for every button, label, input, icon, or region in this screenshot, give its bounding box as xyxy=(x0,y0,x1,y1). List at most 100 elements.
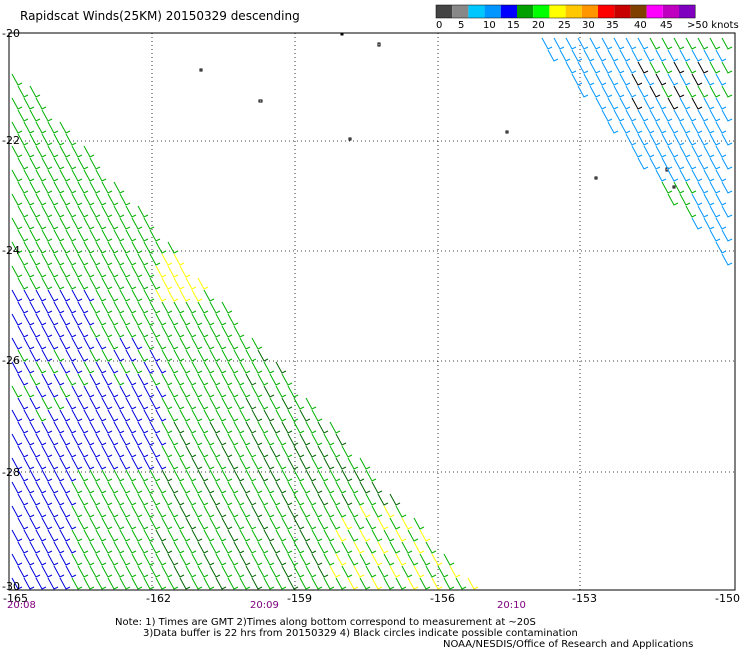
legend-label: 25 xyxy=(558,20,571,31)
wind-barb xyxy=(47,145,59,158)
wind-barb xyxy=(155,577,167,590)
wind-barb xyxy=(371,529,383,542)
wind-barb xyxy=(371,481,383,494)
wind-barb xyxy=(41,229,53,242)
wind-barb xyxy=(71,409,83,422)
wind-barb xyxy=(167,361,179,374)
wind-barb xyxy=(11,337,23,350)
wind-barb xyxy=(179,313,191,326)
wind-barb xyxy=(257,397,269,410)
wind-barb xyxy=(47,241,59,254)
wind-barb xyxy=(17,445,29,458)
wind-barb xyxy=(245,469,257,482)
wind-barb xyxy=(17,205,29,218)
wind-barb xyxy=(161,349,173,362)
wind-barb xyxy=(293,541,305,554)
wind-barb xyxy=(77,445,89,458)
wind-barb xyxy=(11,313,23,326)
wind-barb xyxy=(59,385,71,398)
wind-barb xyxy=(179,529,191,542)
wind-barb xyxy=(167,529,179,542)
wind-barb xyxy=(125,229,137,242)
wind-barb xyxy=(119,457,131,470)
wind-barb xyxy=(113,517,125,530)
wind-barb xyxy=(275,505,287,518)
wind-barb xyxy=(107,529,119,542)
wind-barb xyxy=(251,553,263,566)
wind-barb xyxy=(311,553,323,566)
wind-barb xyxy=(721,253,733,266)
wind-barb xyxy=(35,217,47,230)
wind-barb xyxy=(77,421,89,434)
wind-barb xyxy=(679,169,691,182)
wind-barb xyxy=(89,277,101,290)
wind-barb xyxy=(53,517,65,530)
wind-barb xyxy=(89,541,101,554)
wind-barb xyxy=(239,481,251,494)
wind-barb xyxy=(35,433,47,446)
wind-barb xyxy=(263,457,275,470)
wind-barb xyxy=(215,433,227,446)
wind-barb xyxy=(721,157,733,170)
wind-barb xyxy=(143,577,155,590)
wind-barb xyxy=(41,397,53,410)
wind-barb xyxy=(11,145,23,158)
wind-barb xyxy=(305,397,317,410)
wind-barb xyxy=(311,577,323,590)
wind-barb xyxy=(95,265,107,278)
wind-barb xyxy=(335,529,347,542)
wind-barb xyxy=(577,37,589,50)
wind-barb xyxy=(17,181,29,194)
wind-barb xyxy=(107,385,119,398)
wind-barb xyxy=(565,61,577,74)
wind-barb xyxy=(437,565,449,578)
wind-barb xyxy=(389,493,401,506)
wind-barb xyxy=(101,541,113,554)
wind-barb xyxy=(35,145,47,158)
wind-barb xyxy=(721,229,733,242)
wind-barb xyxy=(221,373,233,386)
wind-barb xyxy=(209,373,221,386)
wind-barb xyxy=(673,109,685,122)
wind-barb xyxy=(71,457,83,470)
wind-barb xyxy=(239,577,251,590)
wind-barb xyxy=(221,469,233,482)
wind-barb xyxy=(101,565,113,578)
wind-barb xyxy=(23,169,35,182)
wind-barb xyxy=(631,97,643,110)
wind-barb xyxy=(601,109,613,122)
wind-barb xyxy=(41,517,53,530)
wind-barb xyxy=(35,313,47,326)
wind-barb xyxy=(53,277,65,290)
wind-barb xyxy=(715,169,727,182)
wind-barb xyxy=(125,253,137,266)
wind-barb xyxy=(679,73,691,86)
wind-barb xyxy=(281,397,293,410)
wind-barb xyxy=(335,505,347,518)
wind-barb xyxy=(323,481,335,494)
wind-barb xyxy=(149,349,161,362)
wind-barb xyxy=(71,145,83,158)
wind-barb xyxy=(577,61,589,74)
wind-barb xyxy=(29,85,41,98)
wind-barb xyxy=(71,241,83,254)
wind-barb xyxy=(101,301,113,314)
wind-barb xyxy=(47,265,59,278)
wind-barb xyxy=(697,181,709,194)
wind-barb xyxy=(17,325,29,338)
wind-barb xyxy=(317,421,329,434)
wind-barb xyxy=(595,73,607,86)
wind-barb xyxy=(119,241,131,254)
wind-barb xyxy=(119,481,131,494)
wind-barb xyxy=(143,457,155,470)
wind-barb xyxy=(299,409,311,422)
wind-barb xyxy=(721,61,733,74)
wind-barb xyxy=(65,301,77,314)
wind-barb xyxy=(83,265,95,278)
wind-barb xyxy=(65,205,77,218)
wind-barb xyxy=(137,445,149,458)
wind-barb xyxy=(227,505,239,518)
wind-barb xyxy=(709,133,721,146)
wind-barb xyxy=(59,121,71,134)
legend-swatch xyxy=(436,5,453,18)
